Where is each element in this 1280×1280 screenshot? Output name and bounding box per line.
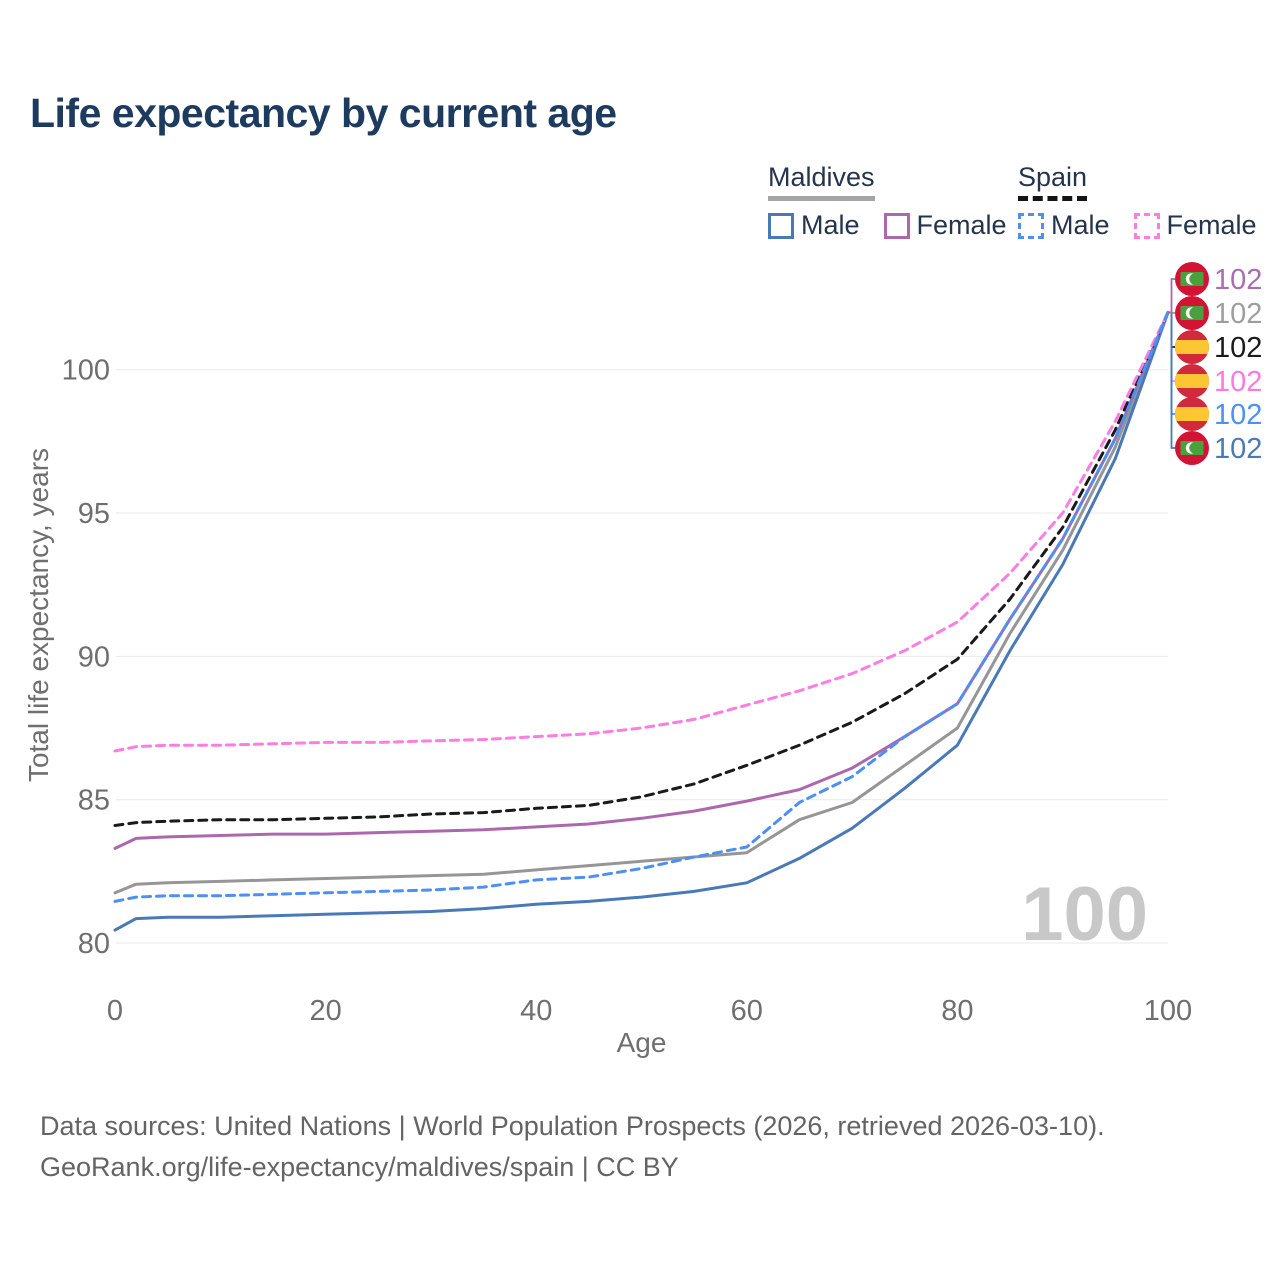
gridlines [116,369,1168,944]
y-tick-label: 95 [78,498,110,530]
legend-label-spain-female: Female [1166,210,1257,240]
series-lines [113,310,1170,932]
legend-label-maldives-male: Male [801,210,860,240]
spain-female-swatch-icon [1133,212,1160,239]
legend-item-maldives-male: Male [768,210,860,241]
end-value-maldives-all: 102 [1214,298,1262,330]
end-value-spain-female: 102 [1214,366,1262,398]
y-tick-label: 80 [78,928,110,960]
line-spain-female [113,310,1170,753]
legend-label-spain-male: Male [1051,210,1110,240]
legend-item-maldives-female: Female [883,210,1007,241]
legend-group-maldives: Maldives Male Female [768,162,1007,241]
x-tick-label: 60 [731,995,763,1027]
page-title: Life expectancy by current age [30,90,617,136]
end-value-spain-all: 102 [1214,332,1262,364]
maldives-flag-icon [1175,296,1209,330]
x-axis-title: Age [617,1027,667,1058]
y-tick-label: 85 [78,785,110,817]
line-chart: 100 80 85 90 95 100 Total life expectancy, y… [23,262,1262,1058]
legend-label-maldives-female: Female [916,210,1007,240]
legend-group-title-spain: Spain [1018,162,1088,201]
end-flags [1175,262,1209,465]
legend-group-spain: Spain Male Female [1018,162,1257,241]
y-tick-label: 100 [62,355,110,387]
spain-flag-icon [1175,397,1209,431]
y-axis-title: Total life expectancy, years [23,448,54,782]
spain-male-swatch-icon [1018,212,1044,239]
x-tick-label: 20 [309,995,341,1027]
x-tick-label: 0 [107,995,123,1027]
legend-item-spain-male: Male [1018,210,1110,241]
x-tick-label: 80 [941,995,973,1027]
spain-flag-icon [1175,364,1209,398]
x-tick-labels: 0 20 40 60 80 100 [107,995,1192,1027]
y-tick-labels: 80 85 90 95 100 [62,355,110,960]
x-tick-label: 100 [1144,995,1192,1027]
footer-attribution: GeoRank.org/life-expectancy/maldives/spa… [40,1152,679,1182]
end-value-spain-male: 102 [1214,399,1262,431]
maldives-flag-icon [1175,431,1209,465]
maldives-flag-icon [1175,262,1209,296]
legend-items-maldives: Male Female [768,210,1007,241]
line-spain-male [113,310,1170,903]
line-maldives-female [113,310,1170,850]
age-watermark: 100 [1021,872,1148,957]
footer-sources: Data sources: United Nations | World Pop… [40,1111,1105,1141]
maldives-female-swatch-icon [883,212,910,239]
y-tick-label: 90 [78,641,110,673]
leader-lines [1167,278,1176,449]
line-maldives-male [113,310,1170,932]
end-value-maldives-female: 102 [1214,264,1262,296]
legend-item-spain-female: Female [1133,210,1257,241]
legend-items-spain: Male Female [1018,210,1257,241]
line-spain-all [113,310,1170,827]
x-axis-title-text: Age [617,1027,667,1058]
x-tick-label: 40 [520,995,552,1027]
y-axis-title-text: Total life expectancy, years [23,448,54,782]
end-value-maldives-male: 102 [1214,433,1262,465]
leader-line-maldives-female [1168,278,1175,314]
spain-flag-icon [1175,330,1209,364]
line-maldives-all [113,310,1170,895]
watermark: 100 [1021,872,1148,957]
legend-group-title-maldives: Maldives [768,162,875,201]
maldives-male-swatch-icon [768,212,794,239]
footer: Data sources: United Nations | World Pop… [40,1106,1105,1188]
